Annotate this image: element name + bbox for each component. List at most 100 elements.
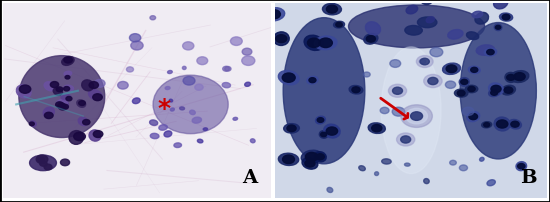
Circle shape — [126, 67, 134, 73]
Ellipse shape — [302, 158, 318, 169]
Circle shape — [459, 165, 468, 171]
Circle shape — [56, 87, 63, 92]
Ellipse shape — [454, 90, 468, 98]
Ellipse shape — [77, 100, 86, 108]
Circle shape — [79, 101, 85, 106]
Ellipse shape — [30, 121, 36, 127]
Circle shape — [390, 60, 401, 68]
Ellipse shape — [484, 49, 497, 57]
Circle shape — [309, 78, 316, 83]
Circle shape — [502, 15, 510, 21]
Ellipse shape — [424, 179, 429, 184]
Circle shape — [89, 82, 98, 89]
Ellipse shape — [133, 98, 140, 104]
Ellipse shape — [482, 122, 492, 128]
Ellipse shape — [273, 33, 289, 46]
Ellipse shape — [159, 125, 167, 130]
Circle shape — [321, 133, 327, 137]
Ellipse shape — [510, 71, 529, 83]
Circle shape — [268, 11, 280, 20]
Circle shape — [223, 67, 229, 72]
Circle shape — [469, 114, 477, 120]
Circle shape — [64, 58, 72, 64]
Ellipse shape — [494, 25, 502, 32]
Ellipse shape — [505, 73, 516, 83]
Ellipse shape — [284, 124, 299, 133]
Circle shape — [282, 74, 295, 83]
Circle shape — [388, 85, 406, 98]
Circle shape — [51, 82, 59, 88]
Ellipse shape — [443, 64, 460, 75]
Circle shape — [352, 87, 360, 93]
Ellipse shape — [327, 187, 333, 193]
Ellipse shape — [78, 118, 88, 126]
Circle shape — [150, 17, 156, 21]
Ellipse shape — [192, 118, 201, 124]
Ellipse shape — [405, 163, 410, 166]
Circle shape — [326, 6, 338, 14]
Ellipse shape — [197, 140, 203, 143]
Circle shape — [60, 159, 69, 166]
Circle shape — [392, 108, 405, 117]
Circle shape — [420, 59, 430, 65]
Ellipse shape — [480, 158, 484, 161]
Ellipse shape — [165, 87, 170, 90]
Circle shape — [40, 161, 47, 166]
Circle shape — [183, 77, 195, 86]
Ellipse shape — [278, 71, 299, 85]
Text: B: B — [520, 168, 536, 186]
Circle shape — [242, 49, 252, 56]
Ellipse shape — [472, 12, 483, 19]
Ellipse shape — [487, 180, 496, 186]
Circle shape — [58, 104, 65, 108]
Circle shape — [518, 164, 525, 169]
Circle shape — [446, 82, 456, 89]
Circle shape — [225, 67, 231, 72]
Circle shape — [45, 113, 53, 119]
Circle shape — [94, 131, 103, 138]
Ellipse shape — [307, 77, 318, 85]
Ellipse shape — [150, 120, 158, 126]
Ellipse shape — [89, 130, 101, 141]
Circle shape — [307, 39, 321, 48]
Circle shape — [514, 73, 525, 81]
Ellipse shape — [180, 107, 184, 110]
Text: *: * — [157, 97, 170, 121]
Ellipse shape — [349, 6, 485, 49]
Circle shape — [29, 122, 34, 126]
Ellipse shape — [476, 46, 494, 56]
Circle shape — [94, 80, 105, 88]
Ellipse shape — [493, 0, 508, 10]
Ellipse shape — [278, 154, 299, 166]
Ellipse shape — [364, 34, 378, 45]
Circle shape — [336, 23, 342, 28]
Circle shape — [287, 125, 296, 132]
Ellipse shape — [168, 71, 172, 74]
Ellipse shape — [44, 82, 56, 91]
Ellipse shape — [245, 83, 250, 87]
Circle shape — [131, 42, 143, 51]
Circle shape — [491, 91, 498, 96]
Circle shape — [400, 136, 411, 143]
Ellipse shape — [314, 152, 326, 162]
Circle shape — [411, 112, 422, 121]
Circle shape — [38, 157, 45, 162]
Ellipse shape — [183, 67, 186, 70]
Ellipse shape — [174, 143, 182, 148]
Ellipse shape — [349, 86, 363, 95]
Ellipse shape — [426, 18, 434, 24]
Ellipse shape — [381, 48, 441, 174]
Ellipse shape — [16, 85, 31, 99]
Circle shape — [511, 122, 519, 127]
Ellipse shape — [283, 19, 365, 164]
Ellipse shape — [315, 37, 337, 50]
Circle shape — [496, 26, 500, 30]
Ellipse shape — [406, 6, 417, 15]
Ellipse shape — [82, 80, 94, 91]
Ellipse shape — [488, 83, 503, 96]
Circle shape — [483, 123, 490, 127]
Ellipse shape — [222, 83, 230, 88]
Circle shape — [305, 153, 318, 162]
Ellipse shape — [60, 101, 69, 109]
Circle shape — [56, 102, 63, 108]
